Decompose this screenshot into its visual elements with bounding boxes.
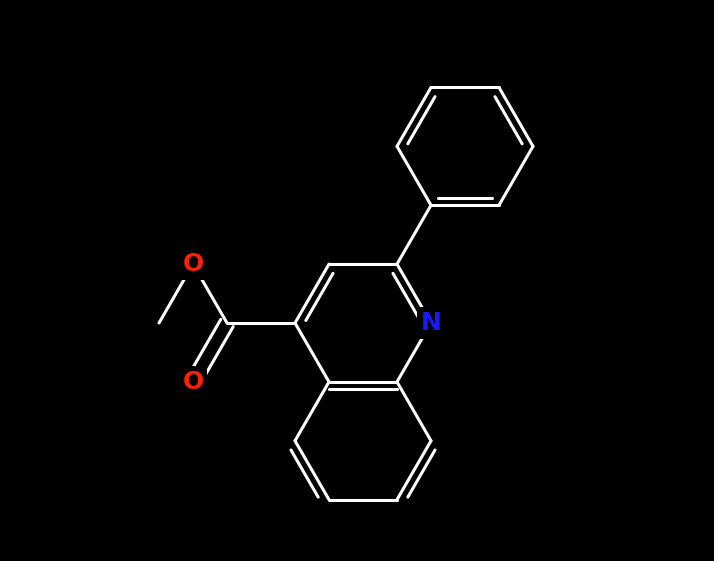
- Text: O: O: [182, 252, 203, 276]
- Text: N: N: [421, 311, 441, 335]
- Text: O: O: [182, 370, 203, 394]
